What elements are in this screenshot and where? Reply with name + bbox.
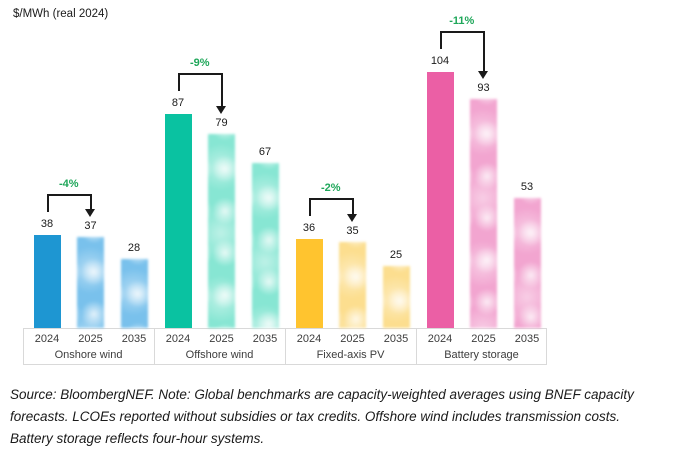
value-label-fixed-axis-pv-2024: 36: [302, 222, 316, 234]
change-bracket-hline: [309, 198, 353, 200]
axis-year-label: 2024: [427, 333, 453, 345]
value-label-onshore-wind-2024: 38: [40, 218, 54, 230]
value-label-offshore-wind-2024: 87: [171, 97, 185, 109]
axis-year-label: 2024: [34, 333, 60, 345]
axis-year-label: 2025: [78, 333, 103, 345]
value-label-onshore-wind-2025: 37: [84, 220, 97, 232]
change-bracket-hline: [178, 73, 222, 75]
change-bracket-left-stub: [309, 198, 311, 216]
bar-fixed-axis-pv-2035: [382, 266, 410, 328]
lcoe-bar-chart: $/MWh (real 2024) 38 2024 37 2025 28 2035 Onsh…: [13, 8, 547, 365]
axis-group-label-fixed-axis-pv: Fixed-axis PV: [316, 349, 385, 361]
axis-year-label: 2025: [209, 333, 234, 345]
axis-year-label: 2035: [252, 333, 278, 345]
change-pct-label-battery-storage: -11%: [449, 15, 475, 27]
bar-fixed-axis-pv-2025: [339, 242, 366, 328]
value-label-offshore-wind-2035: 67: [258, 146, 272, 158]
bar-battery-storage-2024: [426, 72, 454, 328]
value-label-offshore-wind-2025: 79: [215, 117, 228, 129]
source-note: Source: BloombergNEF. Note: Global bench…: [10, 384, 688, 450]
source-note-line: forecasts. LCOEs reported without subsid…: [10, 409, 621, 424]
value-label-fixed-axis-pv-2025: 35: [346, 225, 359, 237]
change-bracket-hline: [47, 194, 91, 196]
change-bracket-left-stub: [178, 73, 180, 91]
axis-year-label: 2035: [383, 333, 409, 345]
bar-onshore-wind-2024: [33, 235, 61, 328]
axis-group-divider: [285, 328, 286, 365]
axis-group-label-battery-storage: Battery storage: [444, 349, 519, 361]
change-bracket-arrow-line: [89, 194, 92, 209]
change-bracket-arrow-line: [482, 31, 485, 71]
bar-offshore-wind-2024: [164, 114, 192, 328]
change-pct-label-fixed-axis-pv: -2%: [320, 182, 341, 194]
bar-fixed-axis-pv-2024: [295, 239, 323, 328]
change-pct-label-onshore-wind: -4%: [58, 178, 79, 190]
bar-offshore-wind-2035: [251, 163, 279, 328]
axis-year-label: 2035: [514, 333, 540, 345]
change-pct-label-offshore-wind: -9%: [189, 57, 210, 69]
value-label-battery-storage-2024: 104: [430, 55, 450, 67]
axis-group-label-offshore-wind: Offshore wind: [185, 349, 254, 361]
bar-offshore-wind-2025: [208, 134, 235, 328]
change-bracket-left-stub: [440, 31, 442, 49]
change-bracket-arrow-line: [220, 73, 223, 106]
change-bracket-hline: [440, 31, 484, 33]
axis-group-divider: [154, 328, 155, 365]
change-arrow-head-icon: [215, 106, 226, 114]
chart-title: $/MWh (real 2024): [13, 8, 109, 20]
axis-year-label: 2024: [296, 333, 322, 345]
axis-year-label: 2024: [165, 333, 191, 345]
bar-onshore-wind-2035: [120, 259, 148, 328]
source-note-line: Battery storage reflects four-hour syste…: [10, 431, 265, 446]
axis-group-divider: [416, 328, 417, 365]
change-arrow-head-icon: [84, 209, 95, 217]
axis-year-label: 2035: [121, 333, 147, 345]
value-label-battery-storage-2035: 53: [520, 181, 534, 193]
change-bracket-left-stub: [47, 194, 49, 212]
bar-battery-storage-2025: [470, 99, 497, 328]
axis-year-label: 2025: [471, 333, 496, 345]
change-bracket-arrow-line: [351, 198, 354, 214]
bar-onshore-wind-2025: [77, 237, 104, 328]
value-label-onshore-wind-2035: 28: [127, 242, 141, 254]
value-label-battery-storage-2025: 93: [477, 82, 490, 94]
change-arrow-head-icon: [346, 214, 357, 222]
bar-battery-storage-2035: [513, 198, 541, 328]
change-arrow-head-icon: [477, 71, 488, 79]
value-label-fixed-axis-pv-2035: 25: [389, 249, 403, 261]
source-note-line: Source: BloombergNEF. Note: Global bench…: [10, 387, 634, 402]
axis-year-label: 2025: [340, 333, 365, 345]
axis-group-label-onshore-wind: Onshore wind: [54, 349, 123, 361]
